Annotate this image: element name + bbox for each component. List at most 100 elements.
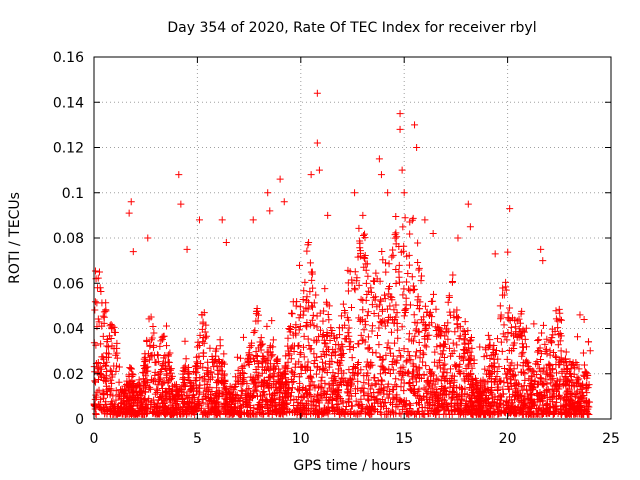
data-point xyxy=(552,307,560,315)
data-point xyxy=(517,383,525,391)
data-point xyxy=(285,384,293,392)
data-point xyxy=(388,316,396,324)
data-point xyxy=(367,288,375,296)
data-point xyxy=(319,331,327,339)
data-point xyxy=(488,362,496,370)
data-point xyxy=(398,398,406,406)
data-point xyxy=(506,403,514,411)
data-point xyxy=(362,296,370,304)
data-point xyxy=(474,398,482,406)
data-point xyxy=(99,355,107,363)
data-point xyxy=(483,352,491,360)
data-point xyxy=(518,350,526,358)
data-point xyxy=(570,381,578,389)
data-point xyxy=(116,392,124,400)
data-point xyxy=(435,399,443,407)
data-point xyxy=(400,387,408,395)
data-point xyxy=(502,283,510,291)
data-point xyxy=(179,367,187,375)
data-point xyxy=(220,350,228,358)
data-point xyxy=(291,363,299,371)
data-point xyxy=(362,260,370,268)
data-point xyxy=(491,250,499,258)
data-point xyxy=(195,216,203,224)
data-point xyxy=(495,363,503,371)
data-point xyxy=(473,406,481,414)
data-point xyxy=(432,407,440,415)
data-point xyxy=(140,396,148,404)
data-point xyxy=(201,328,209,336)
data-point xyxy=(446,379,454,387)
data-point xyxy=(188,397,196,405)
data-point xyxy=(169,392,177,400)
data-point xyxy=(500,378,508,386)
data-point xyxy=(295,341,303,349)
data-point xyxy=(127,365,135,373)
data-point xyxy=(201,334,209,342)
data-point xyxy=(328,327,336,335)
data-point xyxy=(306,382,314,390)
data-point xyxy=(543,335,551,343)
data-point xyxy=(296,379,304,387)
data-point xyxy=(408,337,416,345)
data-point xyxy=(353,277,361,285)
data-point xyxy=(433,362,441,370)
data-point xyxy=(303,319,311,327)
data-point xyxy=(312,405,320,413)
data-point xyxy=(534,390,542,398)
data-point xyxy=(126,402,134,410)
data-point xyxy=(512,385,520,393)
data-point xyxy=(351,364,359,372)
data-point xyxy=(307,374,315,382)
data-point xyxy=(99,312,107,320)
data-point xyxy=(447,352,455,360)
data-point xyxy=(337,380,345,388)
data-point xyxy=(222,239,230,247)
data-point xyxy=(421,302,429,310)
data-point xyxy=(583,407,591,415)
data-point xyxy=(125,373,133,381)
data-point xyxy=(567,396,575,404)
data-point xyxy=(489,407,497,415)
data-point xyxy=(376,296,384,304)
data-point xyxy=(136,382,144,390)
data-point xyxy=(349,344,357,352)
x-tick-label: 25 xyxy=(602,431,620,447)
data-point xyxy=(482,344,490,352)
data-point xyxy=(509,372,517,380)
data-point xyxy=(300,332,308,340)
data-point xyxy=(218,403,226,411)
data-point xyxy=(228,384,236,392)
data-point xyxy=(468,404,476,412)
data-point xyxy=(332,395,340,403)
data-point xyxy=(258,369,266,377)
data-point xyxy=(109,410,117,418)
data-point xyxy=(324,211,332,219)
data-point xyxy=(185,376,193,384)
data-point xyxy=(432,305,440,313)
data-point xyxy=(127,364,135,372)
data-point xyxy=(357,331,365,339)
data-point xyxy=(269,351,277,359)
data-point xyxy=(102,306,110,314)
data-point xyxy=(359,211,367,219)
data-point xyxy=(278,401,286,409)
data-point xyxy=(302,304,310,312)
data-point xyxy=(414,398,422,406)
data-point xyxy=(521,392,529,400)
data-point xyxy=(211,409,219,417)
data-point xyxy=(571,410,579,418)
data-point xyxy=(430,388,438,396)
data-point xyxy=(528,390,536,398)
data-point xyxy=(221,385,229,393)
data-point xyxy=(447,395,455,403)
data-point xyxy=(310,350,318,358)
data-point xyxy=(296,410,304,418)
data-point xyxy=(194,338,202,346)
data-point xyxy=(377,376,385,384)
data-point xyxy=(231,396,239,404)
data-point xyxy=(253,410,261,418)
data-point xyxy=(98,322,106,330)
data-point xyxy=(538,329,546,337)
data-point xyxy=(246,401,254,409)
